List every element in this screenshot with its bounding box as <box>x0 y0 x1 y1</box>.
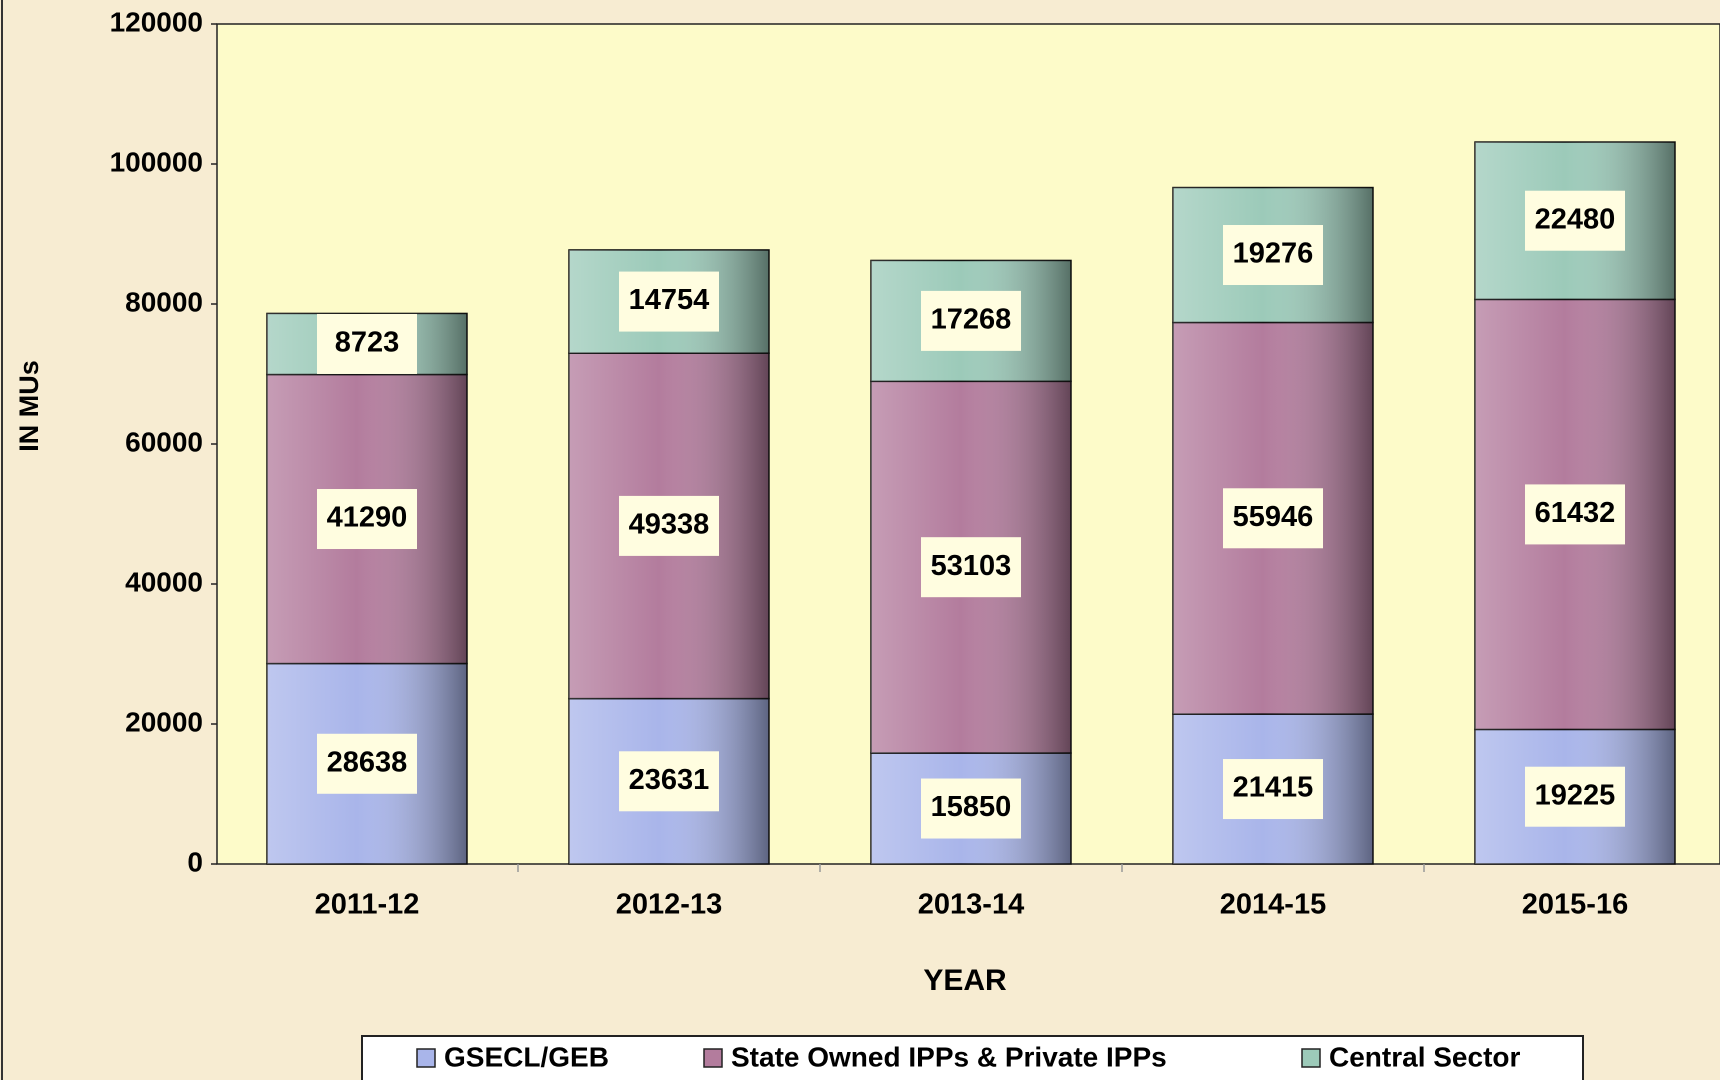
y-tick-label: 100000 <box>110 146 203 177</box>
value-label-box <box>1525 190 1625 251</box>
value-label-box <box>1223 225 1323 286</box>
y-tick-label: 60000 <box>125 426 203 457</box>
value-label: 14754 <box>629 284 710 316</box>
y-tick-label: 20000 <box>125 706 203 737</box>
value-label: 49338 <box>629 509 710 541</box>
value-label: 61432 <box>1535 497 1616 529</box>
value-label-box <box>619 271 719 332</box>
value-label: 22480 <box>1535 203 1616 235</box>
value-label: 41290 <box>327 502 408 534</box>
legend-swatch <box>703 1048 723 1068</box>
value-label: 8723 <box>335 327 400 359</box>
y-tick-label: 0 <box>187 846 203 877</box>
value-label-box <box>921 537 1021 598</box>
value-label: 28638 <box>327 746 408 778</box>
x-tick-label: 2014-15 <box>1220 889 1326 921</box>
value-label-box <box>619 751 719 812</box>
legend-swatch <box>416 1048 436 1068</box>
value-label-box <box>317 489 417 550</box>
value-label-box <box>921 290 1021 351</box>
y-tick-label: 40000 <box>125 566 203 597</box>
value-label: 23631 <box>629 764 710 796</box>
legend-label: State Owned IPPs & Private IPPs <box>731 1041 1167 1072</box>
value-label: 19225 <box>1535 779 1616 811</box>
value-label: 21415 <box>1233 772 1314 804</box>
legend-label: GSECL/GEB <box>444 1041 609 1072</box>
value-label-box <box>317 313 417 374</box>
value-label-box <box>1223 488 1323 549</box>
x-tick-label: 2012-13 <box>616 889 722 921</box>
x-axis-title: YEAR <box>923 964 1007 997</box>
value-label-box <box>921 778 1021 839</box>
value-label-box <box>619 495 719 556</box>
legend <box>361 1035 1584 1080</box>
x-tick-label: 2015-16 <box>1522 889 1628 921</box>
legend-swatch <box>1301 1048 1321 1068</box>
y-axis-title: IN MUs <box>14 360 44 452</box>
y-tick-label: 80000 <box>125 286 203 317</box>
value-label: 53103 <box>931 550 1012 582</box>
value-label-box <box>1223 759 1323 820</box>
legend-label: Central Sector <box>1329 1041 1520 1072</box>
x-tick-label: 2013-14 <box>918 889 1024 921</box>
value-label-box <box>1525 766 1625 827</box>
value-label-box <box>317 733 417 794</box>
x-tick-label: 2011-12 <box>315 889 420 921</box>
y-tick-label: 120000 <box>110 6 203 37</box>
value-label-box <box>1525 484 1625 545</box>
value-label: 15850 <box>931 791 1012 823</box>
value-label: 55946 <box>1233 501 1314 533</box>
value-label: 19276 <box>1233 238 1314 270</box>
value-label: 17268 <box>931 304 1012 336</box>
